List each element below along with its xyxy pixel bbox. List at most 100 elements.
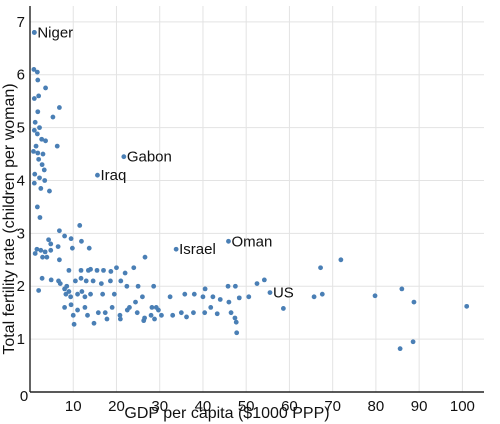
data-point bbox=[170, 312, 176, 318]
data-point bbox=[122, 270, 128, 276]
data-point bbox=[151, 283, 157, 289]
data-point bbox=[86, 245, 92, 251]
data-point bbox=[40, 151, 46, 157]
data-point bbox=[34, 246, 40, 252]
x-axis-label: GDP per capita ($1000 PPP) bbox=[124, 405, 329, 422]
data-point bbox=[210, 294, 216, 300]
y-tick-label: 2 bbox=[17, 278, 25, 295]
data-point bbox=[464, 303, 470, 309]
data-point bbox=[133, 299, 138, 305]
annotation-label: Iraq bbox=[100, 167, 126, 184]
data-point bbox=[127, 304, 132, 310]
data-point bbox=[319, 291, 325, 297]
data-point bbox=[232, 283, 238, 289]
annotation-label: US bbox=[273, 285, 294, 302]
data-point bbox=[69, 245, 75, 251]
data-point bbox=[246, 294, 252, 300]
annotated-point bbox=[31, 30, 37, 35]
x-tick-label: 100 bbox=[450, 398, 475, 415]
data-point bbox=[225, 283, 231, 289]
data-point bbox=[280, 306, 286, 311]
data-point bbox=[261, 277, 267, 283]
data-point bbox=[71, 321, 77, 327]
data-point bbox=[39, 162, 45, 168]
data-point bbox=[41, 167, 47, 173]
x-tick-label: 40 bbox=[195, 398, 212, 415]
data-point bbox=[178, 310, 184, 316]
data-point bbox=[48, 277, 54, 283]
data-point bbox=[233, 319, 239, 325]
data-point bbox=[43, 85, 48, 91]
data-point bbox=[117, 316, 123, 322]
data-point bbox=[37, 215, 43, 220]
data-point bbox=[82, 294, 88, 300]
data-point bbox=[36, 93, 42, 99]
y-tick-label: 3 bbox=[17, 225, 25, 242]
data-point bbox=[114, 265, 119, 271]
data-point bbox=[79, 289, 85, 294]
data-point bbox=[91, 320, 97, 326]
data-point bbox=[75, 291, 80, 297]
data-point bbox=[50, 114, 56, 120]
x-tick-label: 20 bbox=[108, 398, 125, 415]
x-tick-label: 90 bbox=[411, 398, 428, 415]
data-point bbox=[85, 312, 90, 318]
data-point bbox=[411, 299, 417, 305]
data-point bbox=[36, 288, 42, 293]
data-point bbox=[73, 278, 78, 284]
data-point bbox=[101, 267, 106, 273]
ticks-layer: 10 20 30 40 50 60 70 80 90 100 1 2 3 4 5 6 7 bbox=[17, 14, 475, 415]
data-point bbox=[57, 228, 62, 234]
data-point bbox=[57, 281, 63, 287]
annotated-point bbox=[121, 154, 127, 160]
data-point bbox=[70, 312, 76, 318]
data-point bbox=[68, 236, 74, 242]
x-tick-label: 70 bbox=[324, 398, 341, 415]
data-point bbox=[42, 178, 48, 183]
x-tick-label: 10 bbox=[65, 398, 82, 415]
data-point bbox=[90, 278, 96, 284]
data-point bbox=[33, 143, 39, 149]
annotated-point bbox=[95, 172, 100, 178]
axes-layer bbox=[29, 6, 484, 393]
data-point bbox=[31, 127, 37, 133]
data-point bbox=[78, 267, 84, 273]
points-layer bbox=[31, 30, 470, 352]
data-point bbox=[135, 283, 141, 289]
data-point bbox=[62, 233, 67, 239]
data-point bbox=[124, 283, 130, 289]
data-point bbox=[46, 237, 51, 243]
data-point bbox=[98, 281, 104, 287]
data-point bbox=[48, 241, 54, 247]
data-point bbox=[200, 294, 206, 300]
annotated-point bbox=[173, 246, 179, 252]
data-point bbox=[32, 119, 38, 125]
y-tick-label: 1 bbox=[17, 331, 25, 348]
data-point bbox=[34, 69, 40, 75]
data-point bbox=[48, 247, 54, 253]
data-point bbox=[77, 223, 83, 228]
data-point bbox=[83, 278, 89, 284]
data-point bbox=[104, 316, 110, 322]
data-point bbox=[68, 294, 74, 300]
data-point bbox=[318, 265, 323, 271]
data-point bbox=[32, 171, 38, 177]
data-point bbox=[35, 109, 41, 115]
data-point bbox=[236, 295, 242, 301]
y-tick-label: 4 bbox=[17, 172, 25, 189]
y-tick-label: 6 bbox=[17, 67, 25, 84]
data-point bbox=[202, 310, 208, 316]
data-point bbox=[159, 312, 164, 318]
data-point bbox=[38, 247, 44, 253]
data-point bbox=[43, 138, 48, 144]
data-point bbox=[399, 286, 405, 292]
data-point bbox=[131, 265, 137, 271]
data-point bbox=[202, 286, 208, 292]
data-point bbox=[142, 254, 148, 260]
annotated-point bbox=[267, 290, 273, 295]
y-tick-label: 5 bbox=[17, 120, 25, 137]
data-point bbox=[31, 180, 37, 186]
data-point bbox=[102, 310, 108, 316]
data-point bbox=[108, 278, 113, 284]
